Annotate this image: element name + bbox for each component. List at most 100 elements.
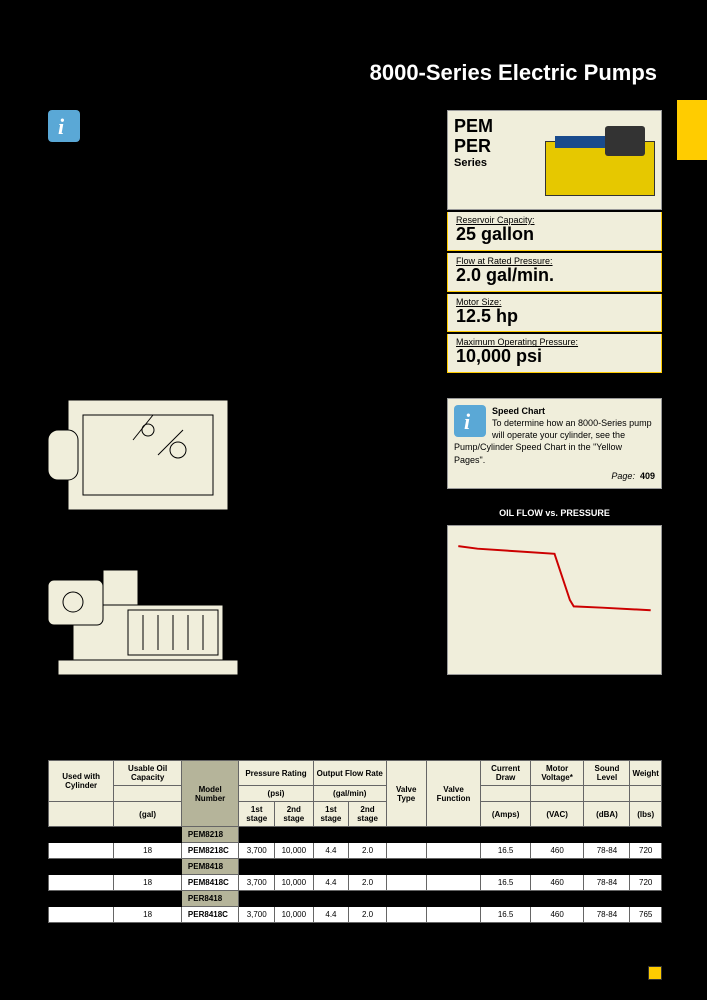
cell-cap: 18: [114, 907, 182, 923]
th-capacity: Usable Oil Capacity: [114, 761, 182, 786]
th-sound: Sound Level: [584, 761, 630, 786]
cell-p1: 3,700: [239, 907, 275, 923]
table-row: 18PEM8418C3,70010,0004.42.016.546078-847…: [49, 875, 662, 891]
cell-p1: 3,700: [239, 875, 275, 891]
cell-f1: 4.4: [313, 875, 349, 891]
chart-title: OIL FLOW vs. PRESSURE: [447, 508, 662, 518]
table-row: 18PER8418C3,70010,0004.42.016.546078-847…: [49, 907, 662, 923]
cell-vt: [386, 843, 426, 859]
th-unit: (lbs): [630, 802, 662, 827]
cell-cap: 18: [114, 875, 182, 891]
cell-blank: [114, 891, 182, 907]
th-unit: (gal): [114, 802, 182, 827]
cell-amps: 16.5: [481, 843, 530, 859]
pump-motor-shape: [605, 126, 645, 156]
cell-amps: 16.5: [481, 875, 530, 891]
th-cylinder: Used with Cylinder: [49, 761, 114, 802]
table-row: 18PEM8218C3,70010,0004.42.016.546078-847…: [49, 843, 662, 859]
diagram-labels: Relief Valve Fill Port Gauge Shut Off Va…: [258, 390, 335, 588]
about-text-3: For further application assistance see o…: [250, 165, 420, 201]
spec-row-3: Maximum Operating Pressure: 10,000 psi: [447, 334, 662, 373]
cell-blank: [114, 859, 182, 875]
cell-dba: 78-84: [584, 907, 630, 923]
cell-blank: [239, 891, 662, 907]
th-unit: (VAC): [530, 802, 584, 827]
cell-model: PER8418C: [181, 907, 238, 923]
cell-dba: 78-84: [584, 843, 630, 859]
diagram-label: Drain Plug: [258, 461, 335, 471]
cell-f1: 4.4: [313, 907, 349, 923]
chart-svg: [448, 526, 661, 674]
diagram-label: Fill Port: [258, 414, 335, 424]
spec-table: Used with Cylinder Usable Oil Capacity M…: [48, 760, 662, 923]
cell-vf: [426, 843, 481, 859]
diagram-top-view: [48, 390, 248, 520]
cell-dba: 78-84: [584, 875, 630, 891]
spec-row-1: Flow at Rated Pressure: 2.0 gal/min.: [447, 253, 662, 292]
cell-vf: [426, 907, 481, 923]
cell-model: PEM8418: [181, 859, 238, 875]
th-current: Current Draw: [481, 761, 530, 786]
technical-diagram: Relief Valve Fill Port Gauge Shut Off Va…: [48, 390, 418, 690]
table-row: PER8418: [49, 891, 662, 907]
flow-pressure-chart: [447, 525, 662, 675]
cell-f2: 2.0: [349, 875, 387, 891]
diagram-label: Relief Valve: [258, 390, 335, 400]
cell-vac: 460: [530, 843, 584, 859]
cell-vac: 460: [530, 907, 584, 923]
table-row: PEM8218: [49, 827, 662, 843]
section-tab: [677, 100, 707, 160]
spec-value: 10,000 psi: [456, 347, 653, 367]
th-stage: 1st stage: [239, 802, 275, 827]
th-blank: [49, 802, 114, 827]
cell-f1: 4.4: [313, 843, 349, 859]
page-title: 8000-Series Electric Pumps: [370, 60, 657, 86]
cell-blank: [114, 827, 182, 843]
cell-vt: [386, 875, 426, 891]
th-model: Model Number: [181, 761, 238, 827]
table-row: PEM8418: [49, 859, 662, 875]
diagram-side-view: [48, 550, 248, 680]
th-stage: 2nd stage: [349, 802, 387, 827]
cell-lbs: 720: [630, 875, 662, 891]
pump-top-shape: [555, 136, 605, 148]
about-column-2: The 8000 Series, with its large reservoi…: [250, 110, 420, 201]
catalog-page: 8000-Series Electric Pumps About the 800…: [0, 0, 707, 1000]
cell-blank: [49, 859, 114, 875]
product-image: [545, 121, 655, 196]
cell-blank: [49, 891, 114, 907]
cell-p2: 10,000: [275, 907, 314, 923]
diagram-label: Magnetic Starter: [258, 541, 335, 551]
cell-amps: 16.5: [481, 907, 530, 923]
speed-chart-box: Speed Chart To determine how an 8000-Ser…: [447, 398, 662, 489]
cell-model: PEM8418C: [181, 875, 238, 891]
cell-model: PEM8218C: [181, 843, 238, 859]
th-pressure: Pressure Rating: [239, 761, 313, 786]
spec-card: PEM PER Series Reservoir Capacity: 25 ga…: [447, 110, 662, 373]
page-label: Page:: [611, 471, 635, 481]
cell-blank: [239, 827, 662, 843]
spec-row-0: Reservoir Capacity: 25 gallon: [447, 212, 662, 251]
specification-table: Used with Cylinder Usable Oil Capacity M…: [48, 760, 662, 923]
page-number: 409: [640, 471, 655, 481]
cell-p2: 10,000: [275, 875, 314, 891]
cell-cyl: [49, 907, 114, 923]
th-unit: (dBA): [584, 802, 630, 827]
spec-header: PEM PER Series: [447, 110, 662, 210]
th-valve-func: Valve Function: [426, 761, 481, 827]
th-unit: [630, 786, 662, 802]
diagram-label: Gauge 15,000 psi: [258, 518, 335, 528]
cell-p2: 10,000: [275, 843, 314, 859]
th-valve-type: Valve Type: [386, 761, 426, 827]
th-unit: [530, 786, 584, 802]
spec-value: 2.0 gal/min.: [456, 266, 653, 286]
about-text-2: The 8000 Series, with its large reservoi…: [250, 110, 420, 159]
cell-blank: [49, 827, 114, 843]
cell-lbs: 720: [630, 843, 662, 859]
info-icon: [48, 110, 80, 142]
page-reference: Page: 409: [454, 470, 655, 482]
cell-f2: 2.0: [349, 907, 387, 923]
cell-vt: [386, 907, 426, 923]
cell-cyl: [49, 875, 114, 891]
diagram-label: Gauge Shut Off Valve: [258, 437, 335, 447]
